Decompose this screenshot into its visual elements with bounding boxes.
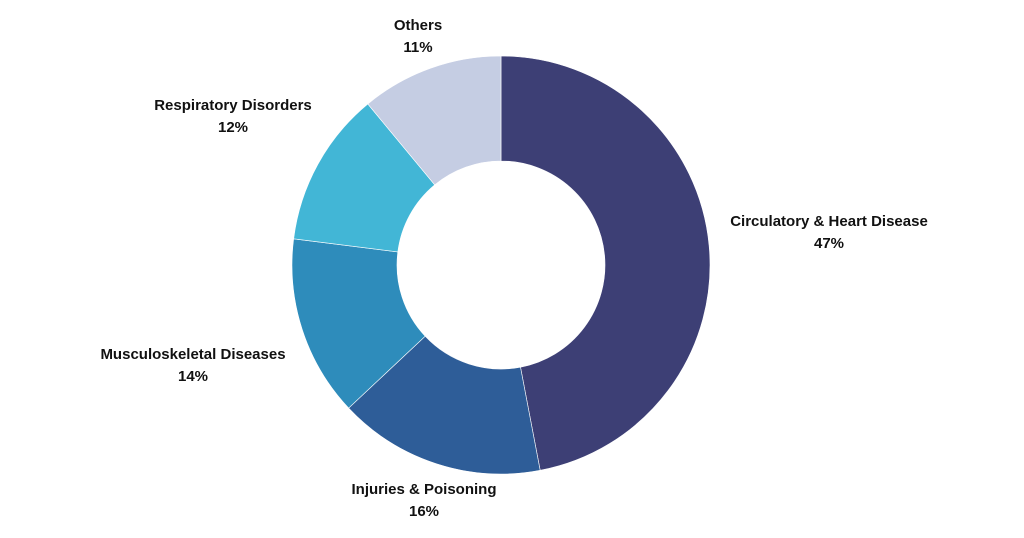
slice-musculoskeletal-diseases [291,238,426,409]
value-label-respiratory-disorders: 12% [218,119,248,136]
label-circulatory-and-heart-disease: Circulatory & Heart Disease [730,213,928,230]
label-musculoskeletal-diseases: Musculoskeletal Diseases [100,346,285,363]
value-label-musculoskeletal-diseases: 14% [178,368,208,385]
donut-labels: Circulatory & Heart Disease 47% Injuries &… [100,17,927,520]
value-label-others: 11% [403,39,432,56]
label-others: Others [394,17,442,34]
label-respiratory-disorders: Respiratory Disorders [154,97,312,114]
label-injuries-and-poisoning: Injuries & Poisoning [351,481,496,498]
slice-others [367,55,502,186]
value-label-injuries-and-poisoning: 16% [409,503,439,520]
donut-slices [291,55,711,475]
slice-circulatory-and-heart-disease [500,55,711,471]
slice-injuries-and-poisoning [348,335,541,475]
value-label-circulatory-and-heart-disease: 47% [814,235,844,252]
